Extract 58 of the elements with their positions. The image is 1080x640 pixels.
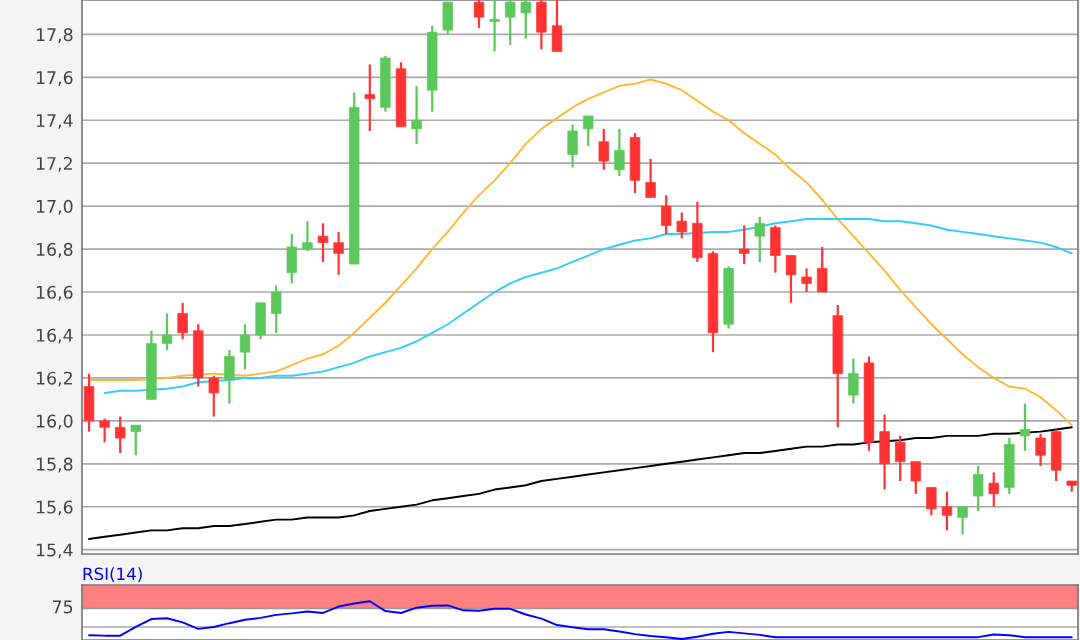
candlestick [801, 267, 812, 294]
candlestick [645, 157, 656, 199]
candlestick [271, 284, 282, 334]
text: 75 [53, 600, 73, 614]
candlestick [583, 114, 594, 148]
candlestick [473, 0, 485, 30]
y-tick-label: 17,4 [36, 114, 73, 129]
y-tick-label: 16,8 [36, 242, 73, 258]
candlestick [957, 505, 968, 536]
candlestick [177, 301, 188, 341]
y-tick-label: 17,6 [36, 71, 73, 86]
candlestick [411, 84, 422, 145]
y-tick-label: 17,8 [36, 28, 73, 43]
line-series [88, 426, 1073, 540]
candlestick [208, 374, 219, 418]
candlestick [754, 215, 765, 264]
line-series [103, 218, 1073, 394]
candlestick [816, 245, 828, 294]
candlestick [894, 434, 906, 483]
candlestick [614, 127, 625, 178]
candlestick [785, 254, 797, 304]
candlestick [239, 323, 251, 371]
y-tick-label: 16,4 [36, 328, 73, 344]
candlestick [1019, 402, 1031, 453]
candlestick [661, 194, 672, 236]
candlestick [676, 211, 687, 240]
candlestick [317, 222, 329, 264]
y-tick-label: 17,0 [36, 199, 73, 215]
y-tick-label: 16,0 [36, 414, 73, 430]
candlestick [224, 348, 235, 405]
candlestick [520, 0, 531, 40]
candlestick [505, 0, 516, 47]
candlestick [1035, 432, 1046, 468]
candlestick [738, 224, 750, 266]
candlestick [333, 230, 344, 276]
candlestick [941, 490, 953, 532]
candlestick [910, 460, 921, 495]
y-tick-label: 16,2 [36, 371, 72, 387]
y-tick-label: 16,6 [36, 285, 73, 301]
candlestick [489, 0, 500, 53]
candlestick [99, 417, 110, 444]
candlestick [988, 471, 999, 508]
chart-title: RSI(14) [83, 567, 142, 583]
y-tick-label: 15,4 [36, 543, 73, 559]
y-tick-label: 15,8 [36, 457, 73, 473]
candlestick [130, 424, 141, 457]
candlestick [161, 312, 173, 352]
candlestick [567, 123, 578, 169]
line-series [88, 78, 1073, 427]
candlestick [115, 415, 126, 455]
candlestick [302, 220, 313, 253]
candlestick [848, 357, 859, 405]
candlestick [972, 464, 984, 513]
y-tick-label: 17,2 [36, 156, 72, 172]
candlestick [598, 127, 609, 171]
candlestick [364, 63, 375, 133]
candlestick [926, 486, 937, 517]
y-tick-label: 15,6 [36, 500, 73, 516]
